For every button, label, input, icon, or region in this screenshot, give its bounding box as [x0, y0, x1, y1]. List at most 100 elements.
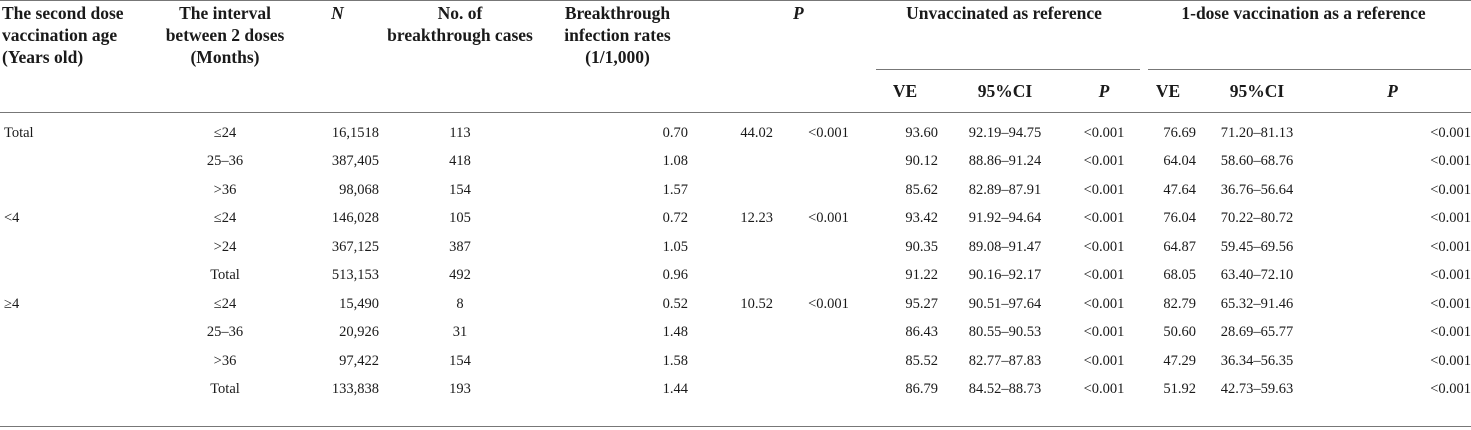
- cell-ve-unvax: 90.35: [905, 238, 938, 255]
- cell-interval: ≤24: [213, 295, 237, 312]
- cell-ve-unvax: 93.60: [905, 124, 938, 141]
- cell-ci-onedose: 65.32–91.46: [1220, 295, 1294, 312]
- cell-ve-onedose: 76.04: [1163, 210, 1197, 227]
- cell-rate: 1.48: [662, 324, 688, 341]
- cell-p: [785, 148, 872, 177]
- cell-chi: [700, 148, 785, 177]
- table-row: <4 ≤24 146,028 105 0.72 12.23 <0.001 93.42 91.92…: [0, 205, 1471, 234]
- cell-cases: 387: [449, 238, 471, 255]
- cell-cases: 105: [449, 210, 471, 227]
- cell-rate: 0.70: [662, 124, 688, 141]
- cell-ci-onedose: 63.40–72.10: [1220, 267, 1294, 284]
- header-cases: No. of breakthrough cases: [387, 3, 533, 45]
- cell-ci-unvax: 90.16–92.17: [968, 267, 1042, 284]
- cell-ve-unvax: 91.22: [905, 267, 938, 284]
- cell-p-onedose: <0.001: [1430, 267, 1471, 284]
- header-one-dose-reference: 1-dose vaccination as a reference: [1181, 3, 1426, 23]
- cell-ci-onedose: 59.45–69.56: [1220, 238, 1294, 255]
- cell-ci-unvax: 80.55–90.53: [968, 324, 1042, 341]
- cell-chi: [700, 233, 785, 262]
- cell-p: [785, 233, 872, 262]
- table-row: ≥4 ≤24 15,490 8 0.52 10.52 <0.001 95.27 90.51–97…: [0, 290, 1471, 319]
- cell-p-unvax: <0.001: [1083, 210, 1125, 227]
- cell-interval: >24: [213, 238, 237, 255]
- cell-interval: ≤24: [213, 210, 237, 227]
- cell-chi: 12.23: [740, 210, 773, 227]
- cell-ve-onedose: 50.60: [1163, 324, 1197, 341]
- table-row: Total 133,838 193 1.44 86.79 84.52–88.73 <0.00…: [0, 376, 1471, 405]
- cell-cases: 418: [449, 153, 471, 170]
- cell-interval: >36: [213, 181, 237, 198]
- cell-cases: 193: [449, 381, 471, 398]
- header-p-unvax: P: [1098, 81, 1110, 101]
- cell-chi: [700, 347, 785, 376]
- cell-n: 98,068: [339, 181, 379, 198]
- one-dose-group-rule: [1148, 69, 1471, 70]
- cell-ci-unvax: 82.77–87.83: [968, 352, 1042, 369]
- cell-n: 133,838: [331, 381, 379, 398]
- header-chi: [700, 0, 785, 113]
- table-body: Total ≤24 16,1518 113 0.70 44.02 <0.001 93.60 92…: [0, 113, 1471, 405]
- breakthrough-infection-table: The second dose vaccination age (Years o…: [0, 0, 1471, 405]
- cell-age: ≥4: [4, 295, 20, 312]
- cell-ci-unvax: 92.19–94.75: [968, 124, 1042, 141]
- table-row: 25–36 20,926 31 1.48 86.43 80.55–90.53 <0.001 5…: [0, 319, 1471, 348]
- cell-age: [0, 376, 160, 405]
- cell-chi: 44.02: [740, 124, 773, 141]
- cell-cases: 492: [449, 267, 471, 284]
- header-n: N: [331, 3, 344, 23]
- cell-ve-onedose: 82.79: [1163, 295, 1197, 312]
- cell-cases: 154: [449, 181, 471, 198]
- cell-ci-onedose: 42.73–59.63: [1220, 381, 1294, 398]
- cell-p-unvax: <0.001: [1083, 352, 1125, 369]
- table-row: Total 513,153 492 0.96 91.22 90.16–92.17 <0.00…: [0, 262, 1471, 291]
- cell-interval: >36: [213, 352, 237, 369]
- cell-ve-unvax: 95.27: [905, 295, 938, 312]
- cell-p-onedose: <0.001: [1430, 238, 1471, 255]
- cell-age: [0, 347, 160, 376]
- cell-ve-onedose: 76.69: [1163, 124, 1197, 141]
- cell-ve-unvax: 86.43: [905, 324, 938, 341]
- cell-ci-onedose: 71.20–81.13: [1220, 124, 1294, 141]
- cell-p-unvax: <0.001: [1083, 124, 1125, 141]
- cell-p: [785, 376, 872, 405]
- cell-chi: [700, 376, 785, 405]
- table-row: Total ≤24 16,1518 113 0.70 44.02 <0.001 93.60 92…: [0, 113, 1471, 148]
- cell-p-unvax: <0.001: [1083, 267, 1125, 284]
- cell-chi: 10.52: [740, 295, 773, 312]
- cell-ci-unvax: 89.08–91.47: [968, 238, 1042, 255]
- cell-n: 513,153: [331, 267, 379, 284]
- cell-chi: [700, 176, 785, 205]
- cell-age: <4: [4, 210, 20, 227]
- cell-p: <0.001: [808, 210, 849, 227]
- cell-p-onedose: <0.001: [1430, 381, 1471, 398]
- cell-p: <0.001: [808, 124, 849, 141]
- header-ve-unvax: VE: [892, 81, 918, 101]
- cell-p: <0.001: [808, 295, 849, 312]
- cell-ci-onedose: 36.34–56.35: [1220, 352, 1294, 369]
- cell-p-unvax: <0.001: [1083, 153, 1125, 170]
- header-ci-onedose: 95%CI: [1229, 81, 1285, 101]
- cell-ve-onedose: 64.87: [1163, 238, 1197, 255]
- cell-n: 20,926: [339, 324, 379, 341]
- header-unvaccinated-reference: Unvaccinated as reference: [906, 3, 1102, 23]
- cell-ci-unvax: 91.92–94.64: [968, 210, 1042, 227]
- cell-age: [0, 262, 160, 291]
- cell-age: Total: [4, 124, 34, 141]
- cell-ve-onedose: 47.64: [1163, 181, 1197, 198]
- cell-ci-unvax: 90.51–97.64: [968, 295, 1042, 312]
- cell-p: [785, 262, 872, 291]
- cell-cases: 113: [449, 124, 471, 141]
- cell-ci-onedose: 36.76–56.64: [1220, 181, 1294, 198]
- cell-p-onedose: <0.001: [1430, 210, 1471, 227]
- table-row: >36 97,422 154 1.58 85.52 82.77–87.83 <0.001 47…: [0, 347, 1471, 376]
- cell-rate: 1.08: [662, 153, 688, 170]
- cell-interval: Total: [210, 267, 240, 284]
- table-row: >36 98,068 154 1.57 85.62 82.89–87.91 <0.001 47…: [0, 176, 1471, 205]
- cell-ve-unvax: 93.42: [905, 210, 938, 227]
- cell-n: 16,1518: [331, 124, 379, 141]
- table-row: 25–36 387,405 418 1.08 90.12 88.86–91.24 <0.00…: [0, 148, 1471, 177]
- cell-n: 146,028: [331, 210, 379, 227]
- cell-n: 367,125: [331, 238, 379, 255]
